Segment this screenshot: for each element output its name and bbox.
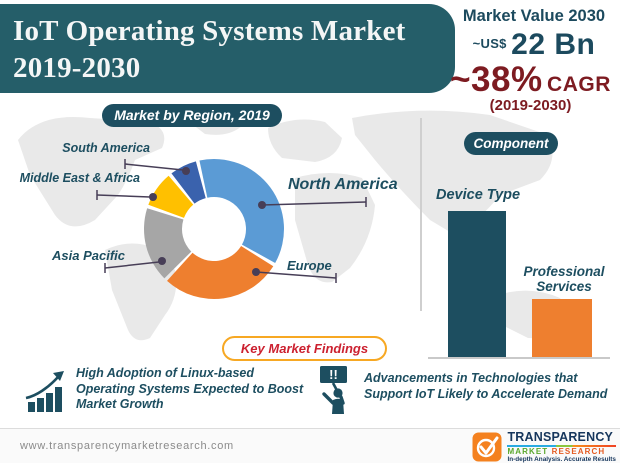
announcement-sign-icon: !! bbox=[320, 366, 347, 414]
bar-professional-services bbox=[532, 299, 592, 358]
market-value-heading: Market Value 2030 bbox=[462, 7, 606, 25]
sign-exclamation-text: !! bbox=[329, 367, 338, 382]
market-value-block: Market Value 2030 ~US$ 22 Bn bbox=[452, 7, 616, 62]
region-label-europe: Europe bbox=[287, 258, 332, 273]
market-value-figure: ~US$ 22 Bn bbox=[472, 28, 596, 61]
bar-chart-baseline bbox=[428, 357, 610, 359]
logo-subtitle: MARKET RESEARCH bbox=[507, 446, 606, 456]
bar-label-professional-services: Professional Services bbox=[523, 264, 605, 295]
region-label-asia-pacific: Asia Pacific bbox=[52, 248, 125, 263]
growth-chart-icon bbox=[25, 371, 64, 412]
tmr-logo-check-icon bbox=[472, 432, 502, 462]
page-title: IoT Operating Systems Market 2019-2030 bbox=[13, 15, 406, 85]
footer-bar: www.transparencymarketresearch.com TRANS… bbox=[0, 428, 620, 463]
cagr-period: (2019-2030) bbox=[489, 97, 572, 114]
donut-slice-europe bbox=[167, 246, 274, 299]
website-url: www.transparencymarketresearch.com bbox=[20, 440, 234, 452]
donut-slice-south-america bbox=[171, 161, 206, 204]
component-section-pill: Component bbox=[464, 132, 558, 155]
tmr-logo: TRANSPARENCY MARKET RESEARCH In-depth An… bbox=[472, 431, 616, 463]
bar-label-device-type: Device Type bbox=[436, 187, 521, 203]
region-label-south-america: South America bbox=[62, 141, 150, 155]
finding-text-1: High Adoption of Linux-based Operating S… bbox=[76, 366, 304, 411]
bar-device-type bbox=[448, 211, 506, 358]
section-divider bbox=[420, 118, 422, 311]
donut-slice-middle-east-africa bbox=[148, 175, 194, 218]
cagr-figure: ~38% CAGR bbox=[450, 60, 611, 99]
region-label-middle-east-africa: Middle East & Africa bbox=[19, 171, 140, 185]
donut-slice-north-america bbox=[199, 159, 284, 264]
finding-text-2: Advancements in Technologies that Suppor… bbox=[364, 371, 608, 401]
donut-slice-asia-pacific bbox=[144, 208, 192, 279]
callout-leader-lines bbox=[96, 159, 367, 283]
logo-tagline: In-depth Analysis. Accurate Results bbox=[507, 455, 616, 463]
key-findings-pill: Key Market Findings bbox=[222, 336, 387, 361]
tmr-logo-text: TRANSPARENCY MARKET RESEARCH In-depth An… bbox=[507, 431, 616, 463]
cagr-block: ~38% CAGR (2019-2030) bbox=[443, 60, 618, 114]
region-donut-chart bbox=[96, 159, 367, 299]
logo-name: TRANSPARENCY bbox=[507, 430, 614, 444]
region-section-pill: Market by Region, 2019 bbox=[102, 104, 282, 127]
region-label-north-america: North America bbox=[288, 176, 398, 193]
logo-divider-rule bbox=[507, 444, 616, 447]
title-banner: IoT Operating Systems Market 2019-2030 bbox=[0, 4, 455, 93]
callout-dots bbox=[149, 167, 266, 276]
